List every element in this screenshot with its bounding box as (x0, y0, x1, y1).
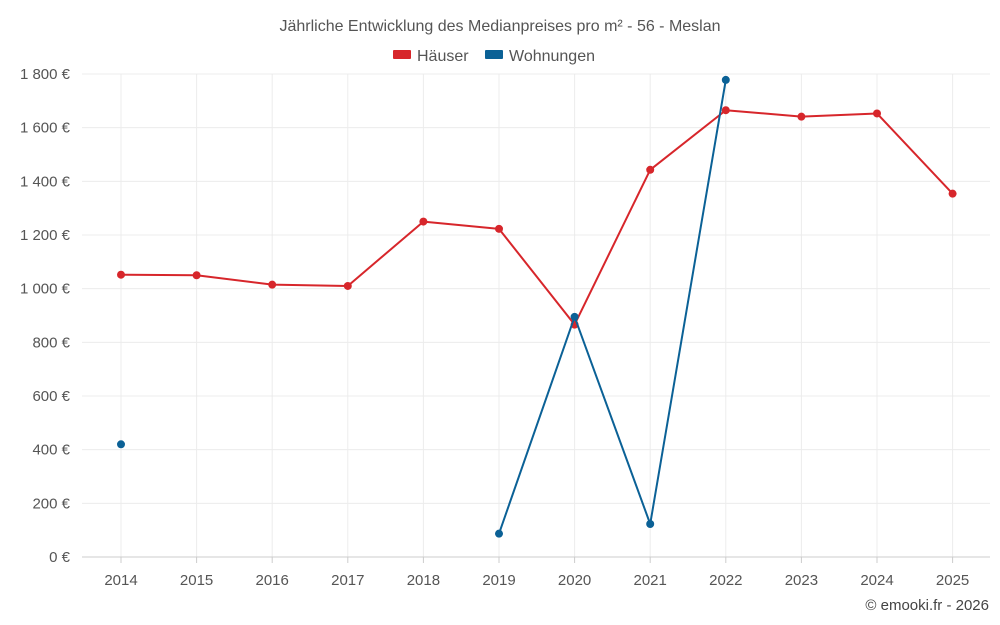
series (117, 75, 957, 538)
data-point-haeuser[interactable] (268, 280, 277, 289)
grid (82, 73, 990, 557)
x-tick-label: 2016 (256, 572, 289, 589)
x-tick-label: 2024 (860, 572, 893, 589)
x-tick-label: 2020 (558, 572, 591, 589)
y-tick-label: 1 000 € (20, 281, 71, 298)
data-point-haeuser[interactable] (495, 224, 503, 233)
legend-item-wohnungen[interactable]: Wohnungen (485, 48, 595, 65)
y-tick-label: 800 € (32, 334, 70, 351)
series-haeuser (117, 106, 957, 329)
x-axis: 2014 2015 2016 2017 2018 2019 2020 2021 2022 2023… (104, 557, 969, 589)
data-point-wohnungen[interactable] (721, 75, 730, 84)
x-tick-label: 2017 (331, 572, 364, 589)
data-point-wohnungen[interactable] (646, 519, 655, 528)
x-tick-label: 2025 (936, 572, 969, 589)
x-tick-label: 2015 (180, 572, 213, 589)
data-point-haeuser[interactable] (873, 109, 881, 118)
x-tick-label: 2018 (407, 572, 440, 589)
data-point-wohnungen[interactable] (495, 529, 503, 538)
legend-swatch-wohnungen (485, 50, 503, 59)
data-point-haeuser[interactable] (343, 281, 352, 290)
x-tick-label: 2021 (634, 572, 667, 589)
data-point-haeuser[interactable] (646, 165, 655, 174)
data-point-wohnungen[interactable] (570, 312, 579, 321)
x-tick-label: 2022 (709, 572, 742, 589)
data-point-haeuser[interactable] (797, 112, 806, 121)
chart-title: Jährliche Entwicklung des Medianpreises … (279, 18, 720, 35)
series-wohnungen (117, 75, 730, 538)
data-point-haeuser[interactable] (192, 271, 201, 280)
data-point-haeuser[interactable] (419, 217, 428, 226)
legend-label-haeuser: Häuser (417, 48, 469, 65)
x-tick-label: 2014 (104, 572, 137, 589)
legend-swatch-haeuser (393, 50, 411, 59)
legend[interactable]: Häuser Wohnungen (393, 48, 595, 65)
legend-item-haeuser[interactable]: Häuser (393, 48, 469, 65)
y-tick-label: 0 € (49, 549, 71, 566)
legend-label-wohnungen: Wohnungen (509, 48, 595, 65)
y-tick-label: 400 € (32, 442, 70, 459)
y-tick-label: 1 400 € (20, 173, 71, 190)
data-point-haeuser[interactable] (117, 270, 125, 279)
y-axis: 0 € 200 € 400 € 600 € 800 € 1 000 € 1 200 € 1 4… (20, 66, 71, 566)
y-tick-label: 1 200 € (20, 227, 71, 244)
y-tick-label: 1 600 € (20, 120, 71, 137)
data-point-haeuser[interactable] (948, 189, 957, 198)
y-tick-label: 200 € (32, 495, 70, 512)
x-tick-label: 2019 (482, 572, 515, 589)
series-line-wohnungen (498, 79, 727, 534)
y-tick-label: 1 800 € (20, 66, 71, 83)
data-point-haeuser[interactable] (721, 106, 730, 115)
credit-text: © emooki.fr - 2026 (865, 597, 989, 614)
y-tick-label: 600 € (32, 388, 70, 405)
x-tick-label: 2023 (785, 572, 818, 589)
data-point-wohnungen[interactable] (117, 440, 125, 449)
series-line-haeuser (120, 109, 954, 326)
